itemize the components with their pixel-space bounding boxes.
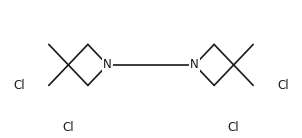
Text: Cl: Cl [63,121,74,134]
Text: N: N [103,58,112,71]
Text: Cl: Cl [278,79,289,92]
Text: Cl: Cl [13,79,24,92]
Text: N: N [190,58,199,71]
Text: Cl: Cl [228,121,239,134]
